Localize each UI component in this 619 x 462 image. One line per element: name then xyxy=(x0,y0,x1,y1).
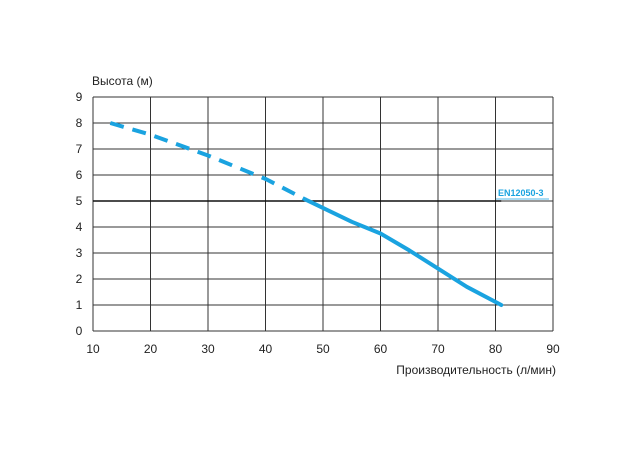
y-tick-label: 4 xyxy=(76,220,83,234)
series-line-solid xyxy=(303,197,504,307)
y-tick-label: 5 xyxy=(76,194,83,208)
x-axis-title: Производительность (л/мин) xyxy=(396,363,556,377)
x-tick-label: 30 xyxy=(201,342,215,356)
x-tick-label: 50 xyxy=(316,342,330,356)
y-axis-title: Высота (м) xyxy=(92,74,153,88)
x-tick-label: 40 xyxy=(259,342,273,356)
x-tick-label: 90 xyxy=(546,342,560,356)
y-tick-label: 1 xyxy=(76,298,83,312)
reference-line-group xyxy=(93,198,549,202)
y-tick-label: 6 xyxy=(76,168,83,182)
reference-line-label: EN12050-3 xyxy=(498,188,544,198)
y-axis-ticks: 0 1 2 3 4 5 6 7 8 9 xyxy=(76,90,83,338)
x-tick-label: 60 xyxy=(374,342,388,356)
grid xyxy=(92,96,554,332)
series-line-dashed xyxy=(109,121,307,202)
x-tick-label: 70 xyxy=(431,342,445,356)
y-tick-label: 8 xyxy=(76,116,83,130)
x-tick-label: 80 xyxy=(489,342,503,356)
x-axis-ticks: 10 20 30 40 50 60 70 80 90 xyxy=(86,342,560,356)
y-tick-label: 9 xyxy=(76,90,83,104)
x-tick-label: 20 xyxy=(144,342,158,356)
series-group xyxy=(109,121,504,307)
y-tick-label: 3 xyxy=(76,246,83,260)
x-tick-label: 10 xyxy=(86,342,100,356)
y-tick-label: 7 xyxy=(76,142,83,156)
y-tick-label: 2 xyxy=(76,272,83,286)
y-tick-label: 0 xyxy=(76,324,83,338)
